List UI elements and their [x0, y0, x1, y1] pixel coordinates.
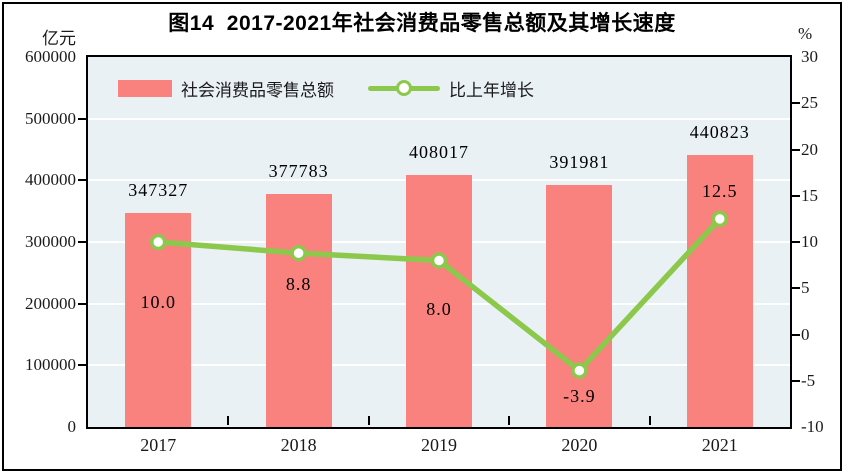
x-axis-tick	[648, 416, 651, 425]
plot-area: 347327 377783 408017 391981 440823 10.0 8.8 8.0…	[86, 55, 792, 429]
right-axis-tick	[792, 241, 800, 243]
right-axis-tick-label: 15	[801, 185, 818, 205]
legend-bar-swatch	[118, 79, 172, 97]
bar-value-label: 440823	[689, 122, 750, 143]
line-series-layer	[149, 210, 729, 379]
line-marker-2018	[290, 244, 307, 262]
left-axis-tick-label: 500000	[25, 108, 76, 128]
x-axis-label-2020: 2020	[561, 435, 598, 455]
right-axis-tick-label: 20	[801, 139, 818, 159]
right-axis-tick-label: -5	[801, 370, 816, 390]
bar-2020	[546, 185, 613, 427]
right-axis-tick	[792, 287, 800, 290]
right-axis-tick-label: 10	[801, 232, 818, 251]
right-axis-tick-label: 25	[801, 93, 818, 113]
chart-title: 图14 2017-2021年社会消费品零售总额及其增长速度	[168, 12, 676, 35]
x-axis-tick	[367, 416, 370, 425]
x-axis-tick	[508, 416, 511, 425]
left-axis-tick-label: 300000	[25, 232, 76, 251]
right-axis-tick	[792, 333, 800, 336]
line-marker-2019	[430, 252, 448, 269]
legend-line-label: 比上年增长	[449, 80, 534, 100]
left-axis-tick-label: 400000	[25, 170, 76, 190]
left-axis-tick	[78, 302, 86, 305]
right-axis-tick	[792, 379, 800, 382]
growth-value-label: 10.0	[140, 292, 176, 312]
growth-value-label: 12.5	[702, 180, 738, 201]
bar-2018	[265, 194, 332, 427]
right-axis-tick-label: 0	[801, 324, 810, 344]
growth-value-label: 8.0	[426, 298, 452, 319]
bar-value-label: 377783	[268, 161, 329, 182]
x-axis-label-2021: 2021	[701, 435, 738, 455]
line-marker-2017	[149, 233, 167, 251]
right-axis-tick-label: 30	[801, 47, 818, 66]
right-axis-tick-label: -10	[801, 417, 824, 436]
bar-value-label: 391981	[549, 152, 610, 173]
left-axis-unit: 亿元	[42, 29, 76, 48]
left-axis-tick	[78, 117, 86, 120]
growth-value-label: -3.9	[563, 385, 596, 406]
left-axis-tick-label: 0	[67, 417, 77, 436]
right-axis-tick	[792, 148, 800, 151]
left-axis-tick-label: 100000	[25, 355, 76, 375]
right-axis-tick	[792, 102, 800, 105]
line-marker-2021	[711, 210, 729, 228]
right-axis-tick-label: 5	[801, 278, 810, 298]
left-axis-tick-label: 600000	[25, 47, 76, 66]
x-axis-label-2019: 2019	[421, 435, 457, 455]
bar-value-label: 347327	[128, 179, 189, 200]
left-axis-tick-label: 200000	[25, 293, 76, 313]
left-axis-tick	[78, 241, 86, 243]
line-marker-2020	[571, 362, 588, 379]
legend-line-marker-icon	[396, 79, 412, 96]
bar-2019	[406, 175, 472, 427]
legend: 社会消费品零售总额 比上年增长	[118, 79, 534, 100]
right-axis-unit: %	[798, 24, 813, 43]
left-axis-tick	[78, 179, 86, 182]
bar-2021	[686, 155, 753, 427]
x-axis-label-2017: 2017	[140, 435, 177, 455]
gridline	[88, 117, 790, 120]
left-axis-tick	[78, 364, 86, 367]
right-axis-tick	[792, 194, 800, 197]
bar-value-label: 408017	[409, 142, 469, 163]
legend-line-swatch	[368, 79, 440, 96]
x-axis-label-2018: 2018	[280, 435, 317, 455]
growth-value-label: 8.8	[285, 274, 312, 295]
x-axis-tick	[227, 416, 230, 425]
legend-bar-label: 社会消费品零售总额	[181, 80, 334, 100]
